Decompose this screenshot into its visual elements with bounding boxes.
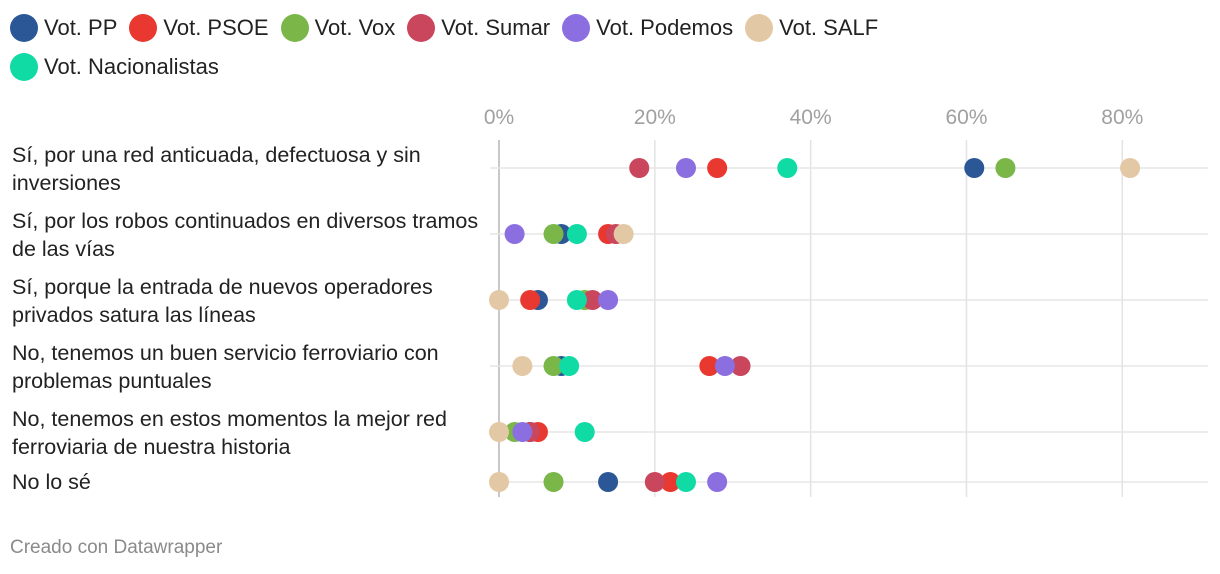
legend-swatch [745, 14, 774, 42]
legend-swatch [280, 14, 309, 42]
row-label: No, tenemos un buen servicio ferroviario… [12, 341, 439, 393]
data-point [644, 472, 665, 492]
legend-label: Vot. PP [44, 15, 118, 40]
data-point [707, 158, 728, 178]
x-tick-label: 20% [634, 106, 676, 129]
data-point [964, 158, 985, 178]
chart-legend: Vot. PP Vot. PSOE Vot. Vox Vot. Sumar Vot. P… [10, 12, 1090, 90]
data-point [777, 158, 798, 178]
legend-item: Vot. PP [10, 12, 117, 44]
legend-label: Vot. SALF [779, 15, 879, 40]
row-label: Sí, por los robos continuados en diverso… [12, 209, 479, 261]
data-point [512, 356, 533, 376]
data-point [543, 356, 564, 376]
data-point [520, 290, 541, 310]
data-point [489, 472, 509, 492]
footer-credit: Creado con Datawrapper [10, 537, 223, 558]
data-point [574, 422, 595, 442]
x-tick-label: 80% [1101, 106, 1143, 129]
data-point [489, 422, 509, 442]
legend-label: Vot. PSOE [163, 15, 269, 40]
row-label: No, tenemos en estos momentos la mejor r… [12, 407, 447, 459]
row-label: No lo sé [12, 470, 91, 494]
legend-item: Vot. PSOE [129, 12, 269, 44]
data-point [1120, 158, 1141, 178]
x-tick-label: 0% [484, 106, 514, 129]
data-point [714, 356, 735, 376]
legend-swatch [407, 14, 436, 42]
legend-item: Vot. SALF [745, 12, 878, 44]
legend-label: Vot. Podemos [596, 15, 734, 40]
data-point [566, 224, 587, 244]
data-point [995, 158, 1016, 178]
data-point [699, 356, 720, 376]
data-point [559, 356, 580, 376]
data-point [582, 290, 603, 310]
x-tick-label: 60% [945, 106, 987, 129]
legend-item: Vot. Podemos [562, 12, 733, 44]
data-point [675, 158, 696, 178]
data-point [512, 422, 533, 442]
data-point [675, 472, 696, 492]
legend-label: Vot. Vox [314, 15, 396, 40]
data-point [489, 290, 509, 310]
legend-item: Vot. Nacionalistas [10, 51, 219, 83]
data-point [543, 224, 564, 244]
legend-swatch [562, 14, 591, 42]
data-point [566, 290, 587, 310]
legend-item: Vot. Sumar [407, 12, 550, 44]
legend-item: Vot. Vox [280, 12, 396, 44]
legend-swatch [10, 53, 38, 81]
data-point [598, 472, 619, 492]
legend-swatch [10, 14, 38, 42]
legend-label: Vot. Sumar [441, 15, 551, 40]
legend-swatch [129, 14, 158, 42]
data-point [629, 158, 650, 178]
data-point [707, 472, 728, 492]
data-point [613, 224, 634, 244]
row-label: Sí, por una red anticuada, defectuosa y … [12, 143, 421, 195]
data-point [730, 356, 751, 376]
x-tick-label: 40% [790, 106, 832, 129]
data-point [543, 472, 564, 492]
row-label: Sí, porque la entrada de nuevos operador… [12, 275, 433, 327]
legend-label: Vot. Nacionalistas [44, 54, 219, 79]
data-point [660, 472, 681, 492]
data-point [504, 224, 525, 244]
data-point [598, 290, 619, 310]
